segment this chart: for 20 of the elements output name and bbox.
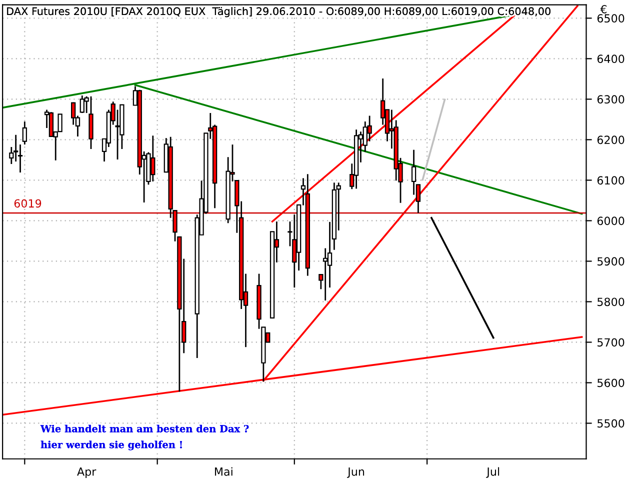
y-tick-label: 5700 — [598, 338, 624, 347]
y-tick-label: 6000 — [597, 216, 624, 226]
y-tick-label: 6500 — [597, 14, 624, 23]
y-tick-label: 5800 — [598, 298, 624, 306]
y-tick-label: 5600 — [598, 378, 624, 388]
annotation: hier werden sie geholfen ! — [40, 440, 182, 450]
ref-line-label: 6019 — [14, 199, 42, 208]
chart-title: DAX Futures 2010U [FDAX 2010Q EUX Täglich] 29.06.2010 - O:6089,00 H:6089,00 L:6019,00 C:6048,00 — [7, 7, 550, 18]
y-tick-label: 5900 — [598, 257, 624, 266]
y-tick-label: 6300 — [597, 95, 624, 104]
y-tick-label: 5500 — [598, 419, 624, 428]
y-tick-label: 6100 — [597, 176, 624, 185]
x-tick-label: Jun — [347, 468, 364, 478]
y-axis-title: € — [600, 4, 607, 14]
x-tick-label: Jul — [486, 467, 500, 478]
x-tick-label: Mai — [215, 467, 232, 476]
annotation: Wie handelt man am besten den Dax ? — [40, 424, 249, 432]
y-tick-label: 6200 — [597, 136, 624, 144]
y-tick-label: 6400 — [597, 54, 624, 64]
x-tick-label: Apr — [77, 468, 96, 478]
